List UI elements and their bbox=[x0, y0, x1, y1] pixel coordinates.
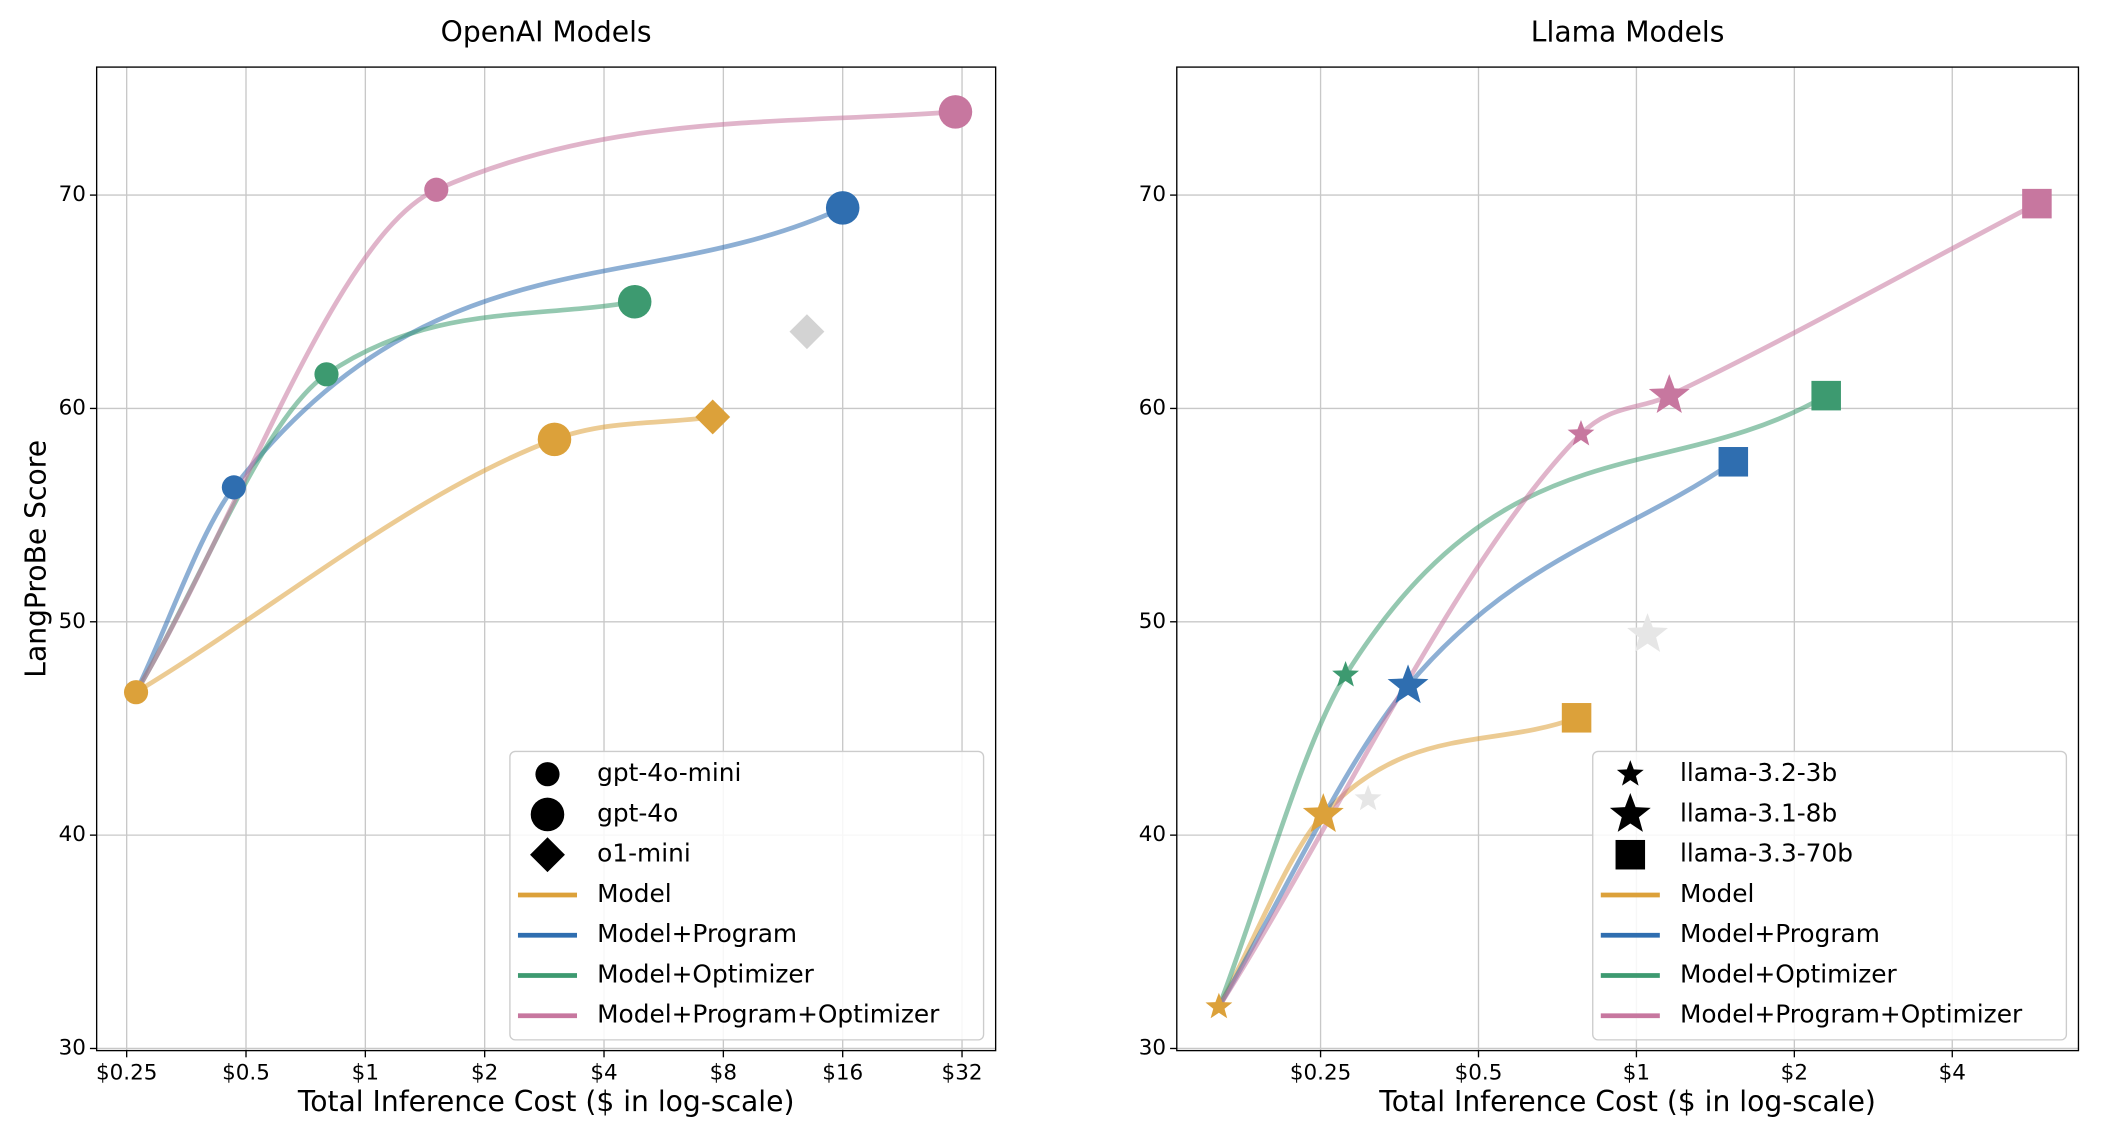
marker bbox=[1811, 380, 1841, 411]
marker bbox=[1302, 793, 1344, 833]
marker bbox=[1354, 784, 1382, 811]
marker bbox=[123, 680, 149, 705]
y-tick-label: 70 bbox=[1139, 182, 1166, 207]
legend-label: Model bbox=[597, 879, 672, 908]
y-tick-label: 60 bbox=[1139, 395, 1166, 420]
legend-label: Model bbox=[1680, 879, 1755, 908]
legend-label: Model+Program+Optimizer bbox=[1680, 1000, 2023, 1029]
marker bbox=[1648, 374, 1690, 414]
legend-marker bbox=[530, 837, 565, 873]
legend-label: llama-3.2-3b bbox=[1680, 758, 1837, 787]
x-tick-label: $0.25 bbox=[1290, 1060, 1351, 1085]
legend-label: gpt-4o-mini bbox=[597, 758, 741, 787]
legend-marker bbox=[1616, 760, 1644, 786]
plot-frame bbox=[95, 66, 997, 1052]
legend-label: Model+Program bbox=[1680, 919, 1880, 948]
series-line bbox=[1216, 393, 1828, 1008]
chart-title: OpenAI Models bbox=[441, 16, 652, 49]
marker bbox=[221, 475, 246, 500]
marker bbox=[1627, 613, 1668, 652]
x-tick-label: $32 bbox=[942, 1060, 983, 1085]
legend-label: o1-mini bbox=[597, 839, 691, 868]
marker bbox=[537, 422, 572, 457]
x-tick-label: $0.5 bbox=[1455, 1060, 1503, 1085]
legend-label: Model+Program bbox=[597, 919, 797, 948]
legend-marker bbox=[1615, 839, 1646, 870]
marker bbox=[1332, 661, 1359, 687]
legend-label: Model+Program+Optimizer bbox=[597, 1000, 940, 1029]
x-tick-label: $0.5 bbox=[222, 1060, 270, 1085]
marker bbox=[825, 191, 860, 225]
legend-marker bbox=[530, 797, 565, 832]
x-tick-label: $0.25 bbox=[96, 1060, 157, 1085]
y-axis-label: LangProBe Score bbox=[20, 440, 53, 678]
chart-title: Llama Models bbox=[1531, 16, 1725, 49]
marker bbox=[1561, 703, 1592, 733]
legend-label: llama-3.3-70b bbox=[1680, 839, 1853, 868]
x-tick-label: $16 bbox=[822, 1060, 863, 1085]
y-tick-label: 30 bbox=[59, 1035, 86, 1060]
marker bbox=[424, 177, 449, 202]
x-axis-label: Total Inference Cost ($ in log-scale) bbox=[1378, 1085, 1876, 1118]
x-axis-label: Total Inference Cost ($ in log-scale) bbox=[297, 1085, 795, 1118]
x-tick-label: $2 bbox=[471, 1060, 498, 1085]
x-tick-label: $4 bbox=[1939, 1060, 1966, 1085]
series-line bbox=[1216, 715, 1578, 1008]
series-line bbox=[134, 414, 714, 695]
legend-label: llama-3.1-8b bbox=[1680, 798, 1837, 827]
x-tick-label: $8 bbox=[710, 1060, 737, 1085]
x-tick-label: $1 bbox=[352, 1060, 379, 1085]
legend-marker bbox=[535, 762, 560, 787]
plot-frame bbox=[1176, 66, 2080, 1052]
y-tick-label: 40 bbox=[1139, 822, 1166, 847]
marker bbox=[2022, 188, 2052, 219]
legend-marker bbox=[1609, 792, 1651, 832]
y-tick-label: 30 bbox=[1139, 1035, 1166, 1060]
series-line bbox=[133, 205, 844, 694]
series-line bbox=[134, 299, 636, 694]
series-line bbox=[1216, 201, 2039, 1009]
marker bbox=[789, 314, 825, 350]
marker bbox=[1567, 419, 1595, 446]
marker bbox=[1718, 447, 1749, 477]
y-tick-label: 50 bbox=[1139, 609, 1166, 634]
subplot: 30 40 50 60 70 $0.25 $0.5 $1 $2 $4 Llama Models Tot… bbox=[1139, 16, 2080, 1118]
marker bbox=[938, 95, 973, 129]
x-tick-label: $1 bbox=[1623, 1060, 1650, 1085]
legend-box bbox=[1592, 750, 2068, 1041]
y-tick-label: 40 bbox=[59, 822, 86, 847]
y-tick-label: 70 bbox=[59, 182, 86, 207]
marker bbox=[1205, 992, 1233, 1019]
x-tick-label: $4 bbox=[590, 1060, 617, 1085]
marker bbox=[314, 362, 339, 387]
legend-box bbox=[509, 750, 985, 1041]
marker bbox=[617, 284, 652, 319]
y-tick-label: 60 bbox=[59, 395, 86, 420]
y-tick-label: 50 bbox=[59, 609, 86, 634]
legend: llama-3.2-3b llama-3.1-8b llama-3.3-70b Mod… bbox=[1592, 750, 2068, 1041]
legend-label: Model+Optimizer bbox=[1680, 959, 1898, 988]
legend-label: gpt-4o bbox=[597, 798, 678, 827]
subplot: 30 40 50 60 70 $0.25 $0.5 $1 $2 $4 $8 $16 $32 OpenAI … bbox=[20, 16, 997, 1118]
legend: gpt-4o-mini gpt-4o o1-mini Model Model+Progr… bbox=[509, 750, 985, 1041]
x-tick-label: $2 bbox=[1781, 1060, 1808, 1085]
marker bbox=[695, 399, 731, 435]
legend-label: Model+Optimizer bbox=[597, 959, 815, 988]
marker bbox=[1387, 664, 1429, 704]
